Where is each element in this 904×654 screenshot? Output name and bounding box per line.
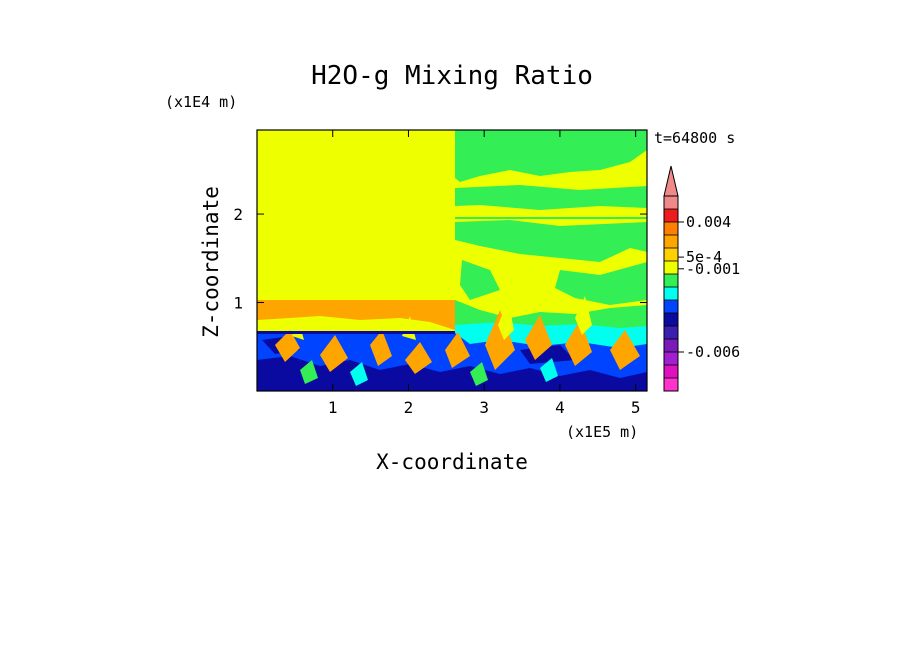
colorbar-swatch [664,222,678,235]
region-green-band-1 [455,185,647,210]
plume [575,296,592,335]
plume [610,330,640,370]
x-axis-label: X-coordinate [376,450,528,474]
plot-frame [256,129,648,392]
colorbar-swatch [664,235,678,248]
colorbar-swatch [664,287,678,300]
x-axis: 1 2 3 4 5 [328,130,641,417]
colorbar-label: -0.001 [686,260,740,278]
plume [525,315,552,360]
colorbar-label: 5e-4 [686,248,722,266]
plume [445,332,470,368]
x-tick-label: 3 [479,398,489,417]
colorbar-label: 0.004 [686,213,731,231]
colorbar-label: -0.006 [686,343,740,361]
plume [540,358,558,382]
colorbar-swatch [664,274,678,287]
colorbar-swatch [664,196,678,209]
colorbar-swatch [664,339,678,352]
colorbar-swatch [664,300,678,313]
x-tick-label: 4 [555,398,565,417]
plume [565,320,592,366]
y-scale-label: (x1E4 m) [165,93,237,111]
plume [300,360,318,384]
region-interface-line [257,331,455,334]
y-axis-label: Z-coordinate [199,186,223,338]
colorbar-swatch [664,313,678,326]
plumes [275,296,640,386]
x-tick-label: 1 [328,398,338,417]
region-green-band-2 [455,220,647,262]
region-green-band-4 [555,262,647,305]
colorbar-swatch [664,352,678,365]
colorbar-extend-arrow [663,165,679,197]
region-divider-line-2 [455,217,647,219]
plume [370,330,392,366]
plume [292,318,304,340]
region-divider-line [455,214,647,217]
colorbar-swatch [664,261,678,274]
colorbar-swatch [664,248,678,261]
colorbar-frame [663,195,679,392]
plume [350,362,368,386]
plume [320,335,348,372]
region-upper-right-green [455,130,647,182]
colorbar: 0.004 5e-4-0.001 -0.006 [663,165,740,392]
chart-title: H2O-g Mixing Ratio [311,61,593,91]
plume [275,330,300,362]
x-tick-label: 2 [404,398,414,417]
y-tick-label: 2 [233,205,243,224]
plume [498,300,514,340]
y-tick-label: 1 [233,294,243,313]
plume [470,362,488,386]
time-label: t=64800 s [654,129,735,147]
plume [405,342,432,374]
y-axis: 12 [233,205,647,313]
colorbar-swatch [664,209,678,222]
colorbar-swatch [664,326,678,339]
heatmap-field [257,130,647,391]
colorbar-swatch [664,365,678,378]
x-tick-label: 5 [631,398,641,417]
plume [485,310,515,370]
colorbar-swatch [664,378,678,391]
region-green-band-3 [460,260,500,300]
region-orange-strip [257,300,455,330]
x-scale-label: (x1E5 m) [566,423,638,441]
